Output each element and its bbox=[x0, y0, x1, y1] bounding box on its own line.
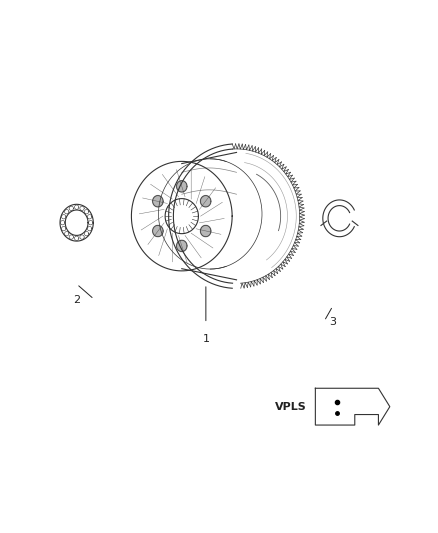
Polygon shape bbox=[177, 181, 187, 192]
Polygon shape bbox=[201, 196, 211, 207]
Polygon shape bbox=[201, 225, 211, 237]
Polygon shape bbox=[177, 240, 187, 252]
Text: 1: 1 bbox=[202, 334, 209, 344]
Polygon shape bbox=[153, 225, 163, 237]
Polygon shape bbox=[153, 196, 163, 207]
Text: 3: 3 bbox=[329, 317, 336, 327]
Text: VPLS: VPLS bbox=[275, 402, 307, 411]
Text: 2: 2 bbox=[73, 295, 80, 305]
